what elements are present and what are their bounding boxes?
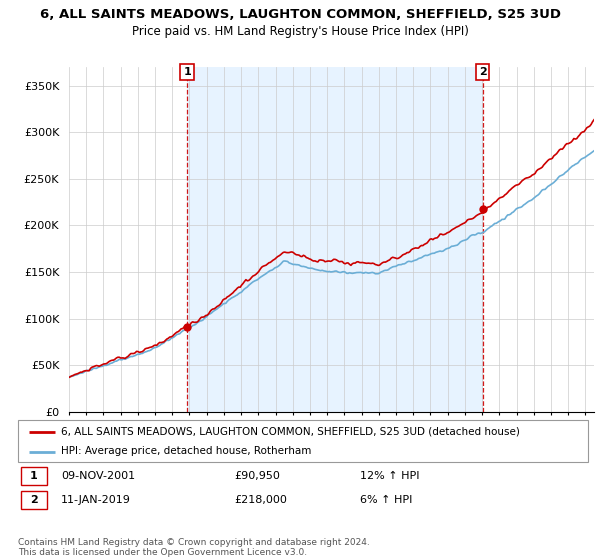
Bar	[21, 466, 47, 485]
Text: 09-NOV-2001: 09-NOV-2001	[61, 471, 135, 480]
Text: Price paid vs. HM Land Registry's House Price Index (HPI): Price paid vs. HM Land Registry's House …	[131, 25, 469, 38]
Text: 6, ALL SAINTS MEADOWS, LAUGHTON COMMON, SHEFFIELD, S25 3UD (detached house): 6, ALL SAINTS MEADOWS, LAUGHTON COMMON, …	[61, 427, 520, 437]
Text: 2: 2	[30, 494, 38, 505]
Text: 11-JAN-2019: 11-JAN-2019	[61, 494, 131, 505]
Bar	[21, 491, 47, 508]
Text: 1: 1	[30, 471, 38, 480]
Text: HPI: Average price, detached house, Rotherham: HPI: Average price, detached house, Roth…	[61, 446, 311, 456]
Text: 1: 1	[183, 67, 191, 77]
Text: 2: 2	[479, 67, 487, 77]
Text: £218,000: £218,000	[235, 494, 287, 505]
Text: Contains HM Land Registry data © Crown copyright and database right 2024.
This d: Contains HM Land Registry data © Crown c…	[18, 538, 370, 557]
Bar	[187, 67, 482, 412]
Text: £90,950: £90,950	[235, 471, 280, 480]
Text: 6% ↑ HPI: 6% ↑ HPI	[360, 494, 412, 505]
Text: 12% ↑ HPI: 12% ↑ HPI	[360, 471, 419, 480]
Text: 6, ALL SAINTS MEADOWS, LAUGHTON COMMON, SHEFFIELD, S25 3UD: 6, ALL SAINTS MEADOWS, LAUGHTON COMMON, …	[40, 8, 560, 21]
